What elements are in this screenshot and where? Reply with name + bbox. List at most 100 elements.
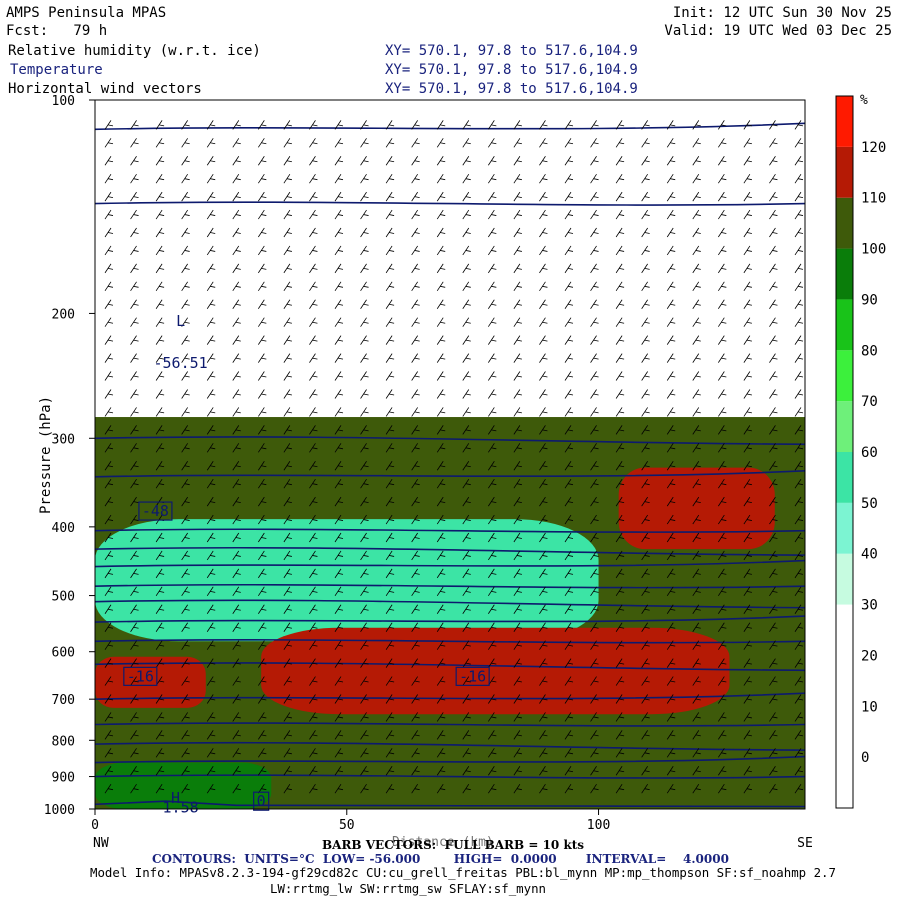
wind-barb xyxy=(513,712,522,722)
wind-barb xyxy=(615,443,625,453)
wind-barb xyxy=(513,156,522,166)
wind-barb xyxy=(334,730,344,740)
wind-barb xyxy=(155,425,165,435)
wind-barb xyxy=(385,568,395,579)
wind-barb xyxy=(488,461,497,471)
field-name-wind: Horizontal wind vectors xyxy=(8,81,202,97)
wind-barb xyxy=(718,730,727,740)
wind-barb xyxy=(794,478,804,489)
wind-barb xyxy=(718,694,727,704)
wind-barb xyxy=(283,712,292,722)
wind-barb xyxy=(488,496,497,507)
wind-barb xyxy=(692,532,701,543)
wind-barb xyxy=(130,730,139,740)
wind-barb xyxy=(385,514,395,525)
wind-barb xyxy=(232,138,241,148)
wind-barb xyxy=(769,730,778,740)
wind-barb xyxy=(769,281,778,292)
wind-barb xyxy=(513,461,522,471)
wind-barb xyxy=(155,694,165,704)
wind-barb xyxy=(283,209,292,220)
temperature-label: -56.51 xyxy=(154,354,208,372)
wind-barb xyxy=(309,550,318,561)
wind-barb xyxy=(334,173,344,184)
wind-barb xyxy=(411,676,420,686)
wind-barb xyxy=(743,173,752,184)
wind-barb xyxy=(155,766,165,776)
wind-barb xyxy=(462,425,471,435)
y-tick-label: 400 xyxy=(52,521,75,536)
wind-barb xyxy=(258,604,267,614)
wind-barb xyxy=(615,299,625,309)
wind-barb xyxy=(513,514,522,525)
wind-barb xyxy=(513,730,522,740)
wind-barb xyxy=(513,335,522,345)
wind-barb xyxy=(181,227,190,238)
wind-barb xyxy=(743,676,752,686)
wind-barb xyxy=(692,622,701,632)
wind-barb xyxy=(564,371,574,381)
wind-barb xyxy=(334,156,344,166)
wind-barb xyxy=(769,532,778,543)
wind-barb xyxy=(258,120,267,130)
wind-barb xyxy=(488,783,497,794)
wind-barb xyxy=(181,622,190,632)
wind-barb xyxy=(436,120,446,130)
wind-barb xyxy=(769,263,778,274)
wind-barb xyxy=(436,443,446,453)
wind-barb xyxy=(130,586,139,597)
wind-barb xyxy=(513,783,522,794)
wind-barbs xyxy=(104,120,804,794)
wind-barb xyxy=(104,568,114,579)
wind-barb xyxy=(309,766,318,776)
wind-barb xyxy=(564,245,574,256)
colorbar: 0 10 20 30 40 50 60 70 80 90 100 110 120% xyxy=(835,93,886,809)
wind-barb xyxy=(385,783,395,794)
wind-barb xyxy=(385,712,395,722)
wind-barb xyxy=(411,712,420,722)
wind-barb xyxy=(181,245,190,256)
wind-barb xyxy=(743,748,752,758)
wind-barb xyxy=(258,299,267,309)
wind-barb xyxy=(181,138,190,148)
wind-barb xyxy=(666,622,676,632)
wind-barb xyxy=(513,676,522,686)
wind-barb xyxy=(692,640,701,650)
wind-barb xyxy=(411,353,420,363)
wind-barb xyxy=(462,389,471,399)
wind-barb xyxy=(462,478,471,489)
wind-barb xyxy=(590,173,599,184)
x-end-label-right: SE xyxy=(797,836,813,851)
isotherm-line xyxy=(95,559,805,568)
wind-barb xyxy=(360,317,369,327)
wind-barb xyxy=(513,263,522,274)
wind-barb xyxy=(206,532,216,543)
wind-barb xyxy=(385,766,395,776)
wind-barb xyxy=(539,532,548,543)
wind-barb xyxy=(488,586,497,597)
field-name-temperature: Temperature xyxy=(10,62,103,78)
wind-barb xyxy=(590,120,599,130)
wind-barb xyxy=(411,640,420,650)
wind-barb xyxy=(488,407,497,417)
wind-barb xyxy=(769,496,778,507)
wind-barb xyxy=(590,496,599,507)
wind-barb xyxy=(692,317,701,327)
wind-barb xyxy=(283,156,292,166)
wind-barb xyxy=(488,173,497,184)
wind-barb xyxy=(411,173,420,184)
wind-barb xyxy=(258,748,267,758)
wind-barb xyxy=(743,353,752,363)
wind-barb xyxy=(411,496,420,507)
wind-barb xyxy=(155,120,165,130)
wind-barb xyxy=(615,263,625,274)
wind-barb xyxy=(513,281,522,292)
isotherm-line xyxy=(95,692,805,700)
wind-barb xyxy=(181,120,190,130)
wind-barb xyxy=(436,712,446,722)
wind-barb xyxy=(104,766,114,776)
wind-barb xyxy=(334,712,344,722)
wind-barb xyxy=(692,173,701,184)
wind-barb xyxy=(206,209,216,220)
wind-barb xyxy=(641,173,650,184)
